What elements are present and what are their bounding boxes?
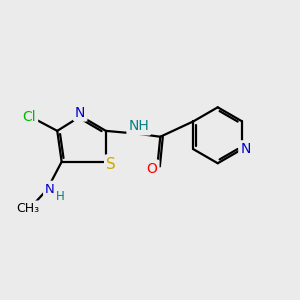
Text: S: S — [106, 157, 116, 172]
Text: NH: NH — [128, 119, 149, 134]
Text: N: N — [45, 183, 55, 196]
Text: Cl: Cl — [22, 110, 36, 124]
Text: H: H — [56, 190, 64, 203]
Text: O: O — [147, 161, 158, 176]
Text: CH₃: CH₃ — [16, 202, 39, 215]
Text: N: N — [75, 106, 86, 120]
Text: N: N — [240, 142, 251, 156]
